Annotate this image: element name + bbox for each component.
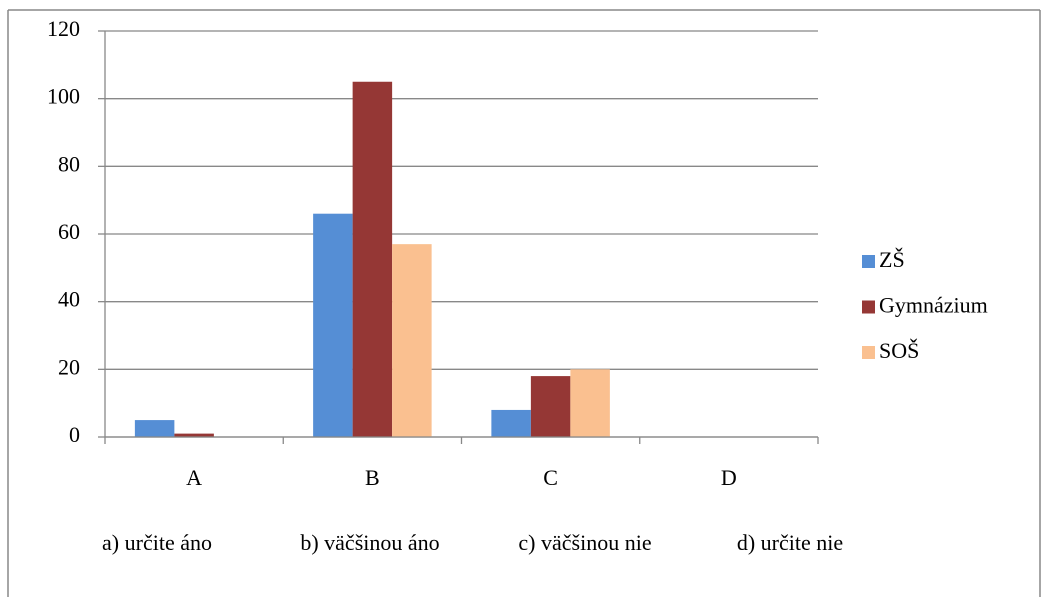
x-tick-label: C xyxy=(543,465,558,490)
y-tick-label: 80 xyxy=(58,151,80,176)
annotation: b) väčšinou áno xyxy=(300,530,439,555)
annotation: c) väčšinou nie xyxy=(518,530,651,555)
bar xyxy=(392,244,432,437)
bar xyxy=(313,213,353,437)
annotation: a) určite áno xyxy=(102,530,212,555)
bar xyxy=(134,420,175,437)
legend-swatch xyxy=(862,346,875,359)
legend-swatch xyxy=(862,255,875,268)
y-tick-label: 60 xyxy=(58,219,80,244)
y-tick-label: 100 xyxy=(47,84,80,109)
x-tick-label: B xyxy=(365,465,380,490)
bar xyxy=(570,369,610,437)
x-tick-label: A xyxy=(186,465,202,490)
bar xyxy=(530,376,571,437)
x-tick-label: D xyxy=(721,465,737,490)
legend-label: SOŠ xyxy=(879,338,919,363)
annotation: d) určite nie xyxy=(737,530,843,555)
bar xyxy=(174,433,214,437)
y-tick-label: 0 xyxy=(69,422,80,447)
y-tick-label: 120 xyxy=(47,16,80,41)
y-tick-label: 20 xyxy=(58,354,80,379)
bar xyxy=(352,81,393,437)
legend-swatch xyxy=(862,300,875,314)
legend-label: ZŠ xyxy=(879,247,905,272)
y-tick-label: 40 xyxy=(58,287,80,312)
bar xyxy=(491,409,531,437)
legend-label: Gymnázium xyxy=(879,293,988,318)
